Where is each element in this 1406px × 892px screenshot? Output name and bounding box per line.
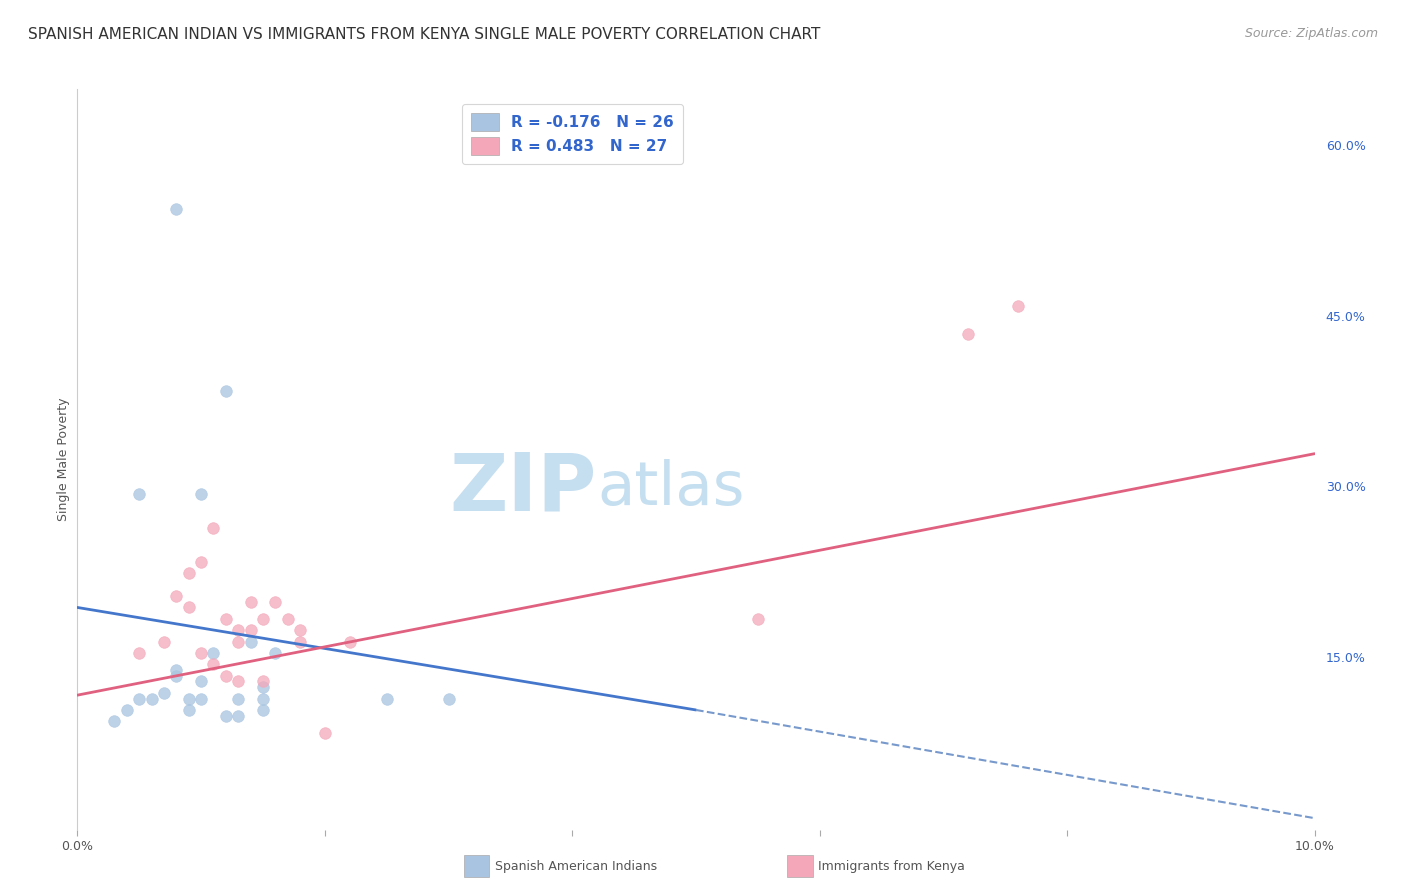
Point — [202, 646, 225, 660]
Point — [252, 680, 274, 694]
Text: 15.0%: 15.0% — [1326, 652, 1365, 665]
Point — [115, 703, 138, 717]
Point — [190, 555, 212, 569]
Point — [177, 600, 200, 615]
Point — [177, 691, 200, 706]
Point — [226, 708, 249, 723]
Point — [339, 634, 361, 648]
Text: ZIP: ZIP — [450, 450, 598, 528]
Point — [165, 589, 187, 603]
Text: Immigrants from Kenya: Immigrants from Kenya — [818, 860, 965, 872]
Point — [215, 708, 238, 723]
Y-axis label: Single Male Poverty: Single Male Poverty — [58, 398, 70, 521]
Point — [252, 703, 274, 717]
Point — [226, 674, 249, 689]
Point — [190, 691, 212, 706]
Point — [288, 634, 311, 648]
Point — [375, 691, 398, 706]
Point — [437, 691, 460, 706]
Point — [190, 486, 212, 500]
Point — [1007, 299, 1029, 313]
Point — [747, 612, 769, 626]
Point — [177, 703, 200, 717]
Point — [226, 624, 249, 638]
Point — [239, 595, 262, 609]
Text: 30.0%: 30.0% — [1326, 482, 1365, 494]
Text: 60.0%: 60.0% — [1326, 140, 1365, 153]
Point — [190, 646, 212, 660]
Point — [177, 566, 200, 581]
Point — [264, 646, 287, 660]
Point — [202, 657, 225, 672]
Point — [226, 691, 249, 706]
Point — [128, 486, 150, 500]
Legend: R = -0.176   N = 26, R = 0.483   N = 27: R = -0.176 N = 26, R = 0.483 N = 27 — [461, 104, 683, 164]
Point — [141, 691, 163, 706]
Point — [239, 634, 262, 648]
Point — [288, 624, 311, 638]
Point — [128, 691, 150, 706]
Point — [252, 612, 274, 626]
Point — [239, 624, 262, 638]
Point — [252, 674, 274, 689]
Point — [153, 634, 176, 648]
Point — [103, 714, 125, 729]
Point — [215, 384, 238, 398]
Point — [215, 612, 238, 626]
Point — [190, 674, 212, 689]
Point — [264, 595, 287, 609]
Point — [226, 634, 249, 648]
Text: Source: ZipAtlas.com: Source: ZipAtlas.com — [1244, 27, 1378, 40]
Text: SPANISH AMERICAN INDIAN VS IMMIGRANTS FROM KENYA SINGLE MALE POVERTY CORRELATION: SPANISH AMERICAN INDIAN VS IMMIGRANTS FR… — [28, 27, 821, 42]
Point — [202, 521, 225, 535]
Text: atlas: atlas — [598, 459, 745, 518]
Point — [314, 725, 336, 739]
Point — [165, 669, 187, 683]
Point — [165, 202, 187, 216]
Point — [252, 691, 274, 706]
Point — [165, 663, 187, 677]
Point — [153, 686, 176, 700]
Text: Spanish American Indians: Spanish American Indians — [495, 860, 657, 872]
Point — [957, 327, 980, 342]
Point — [277, 612, 299, 626]
Text: 45.0%: 45.0% — [1326, 310, 1365, 324]
Point — [215, 669, 238, 683]
Point — [128, 646, 150, 660]
